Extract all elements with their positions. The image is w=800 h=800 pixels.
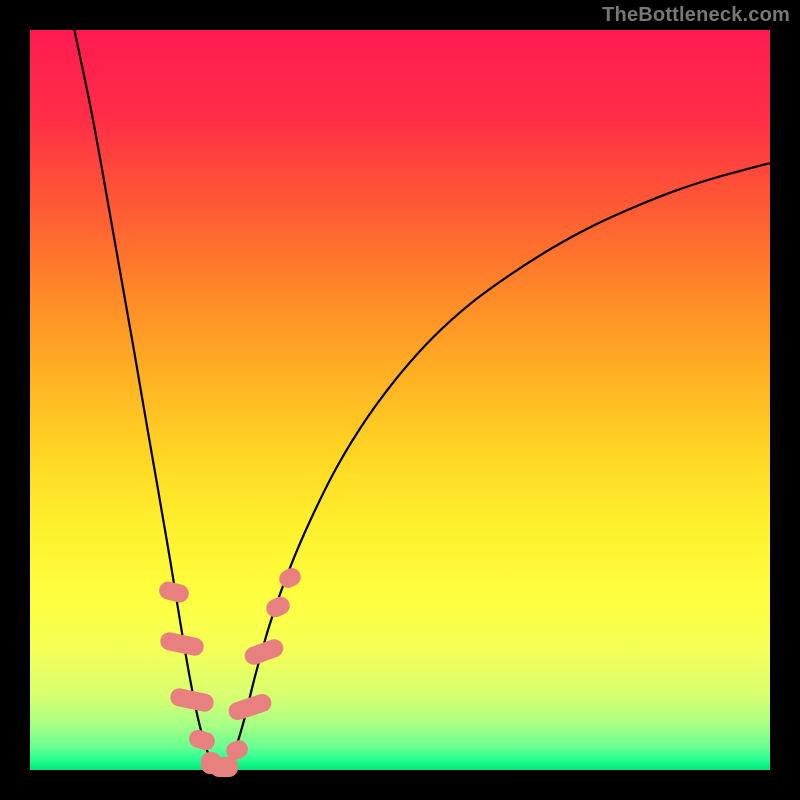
gradient-background [30, 30, 770, 770]
stage: TheBottleneck.com [0, 0, 800, 800]
plot-area [30, 30, 770, 770]
watermark-text: TheBottleneck.com [602, 4, 790, 27]
